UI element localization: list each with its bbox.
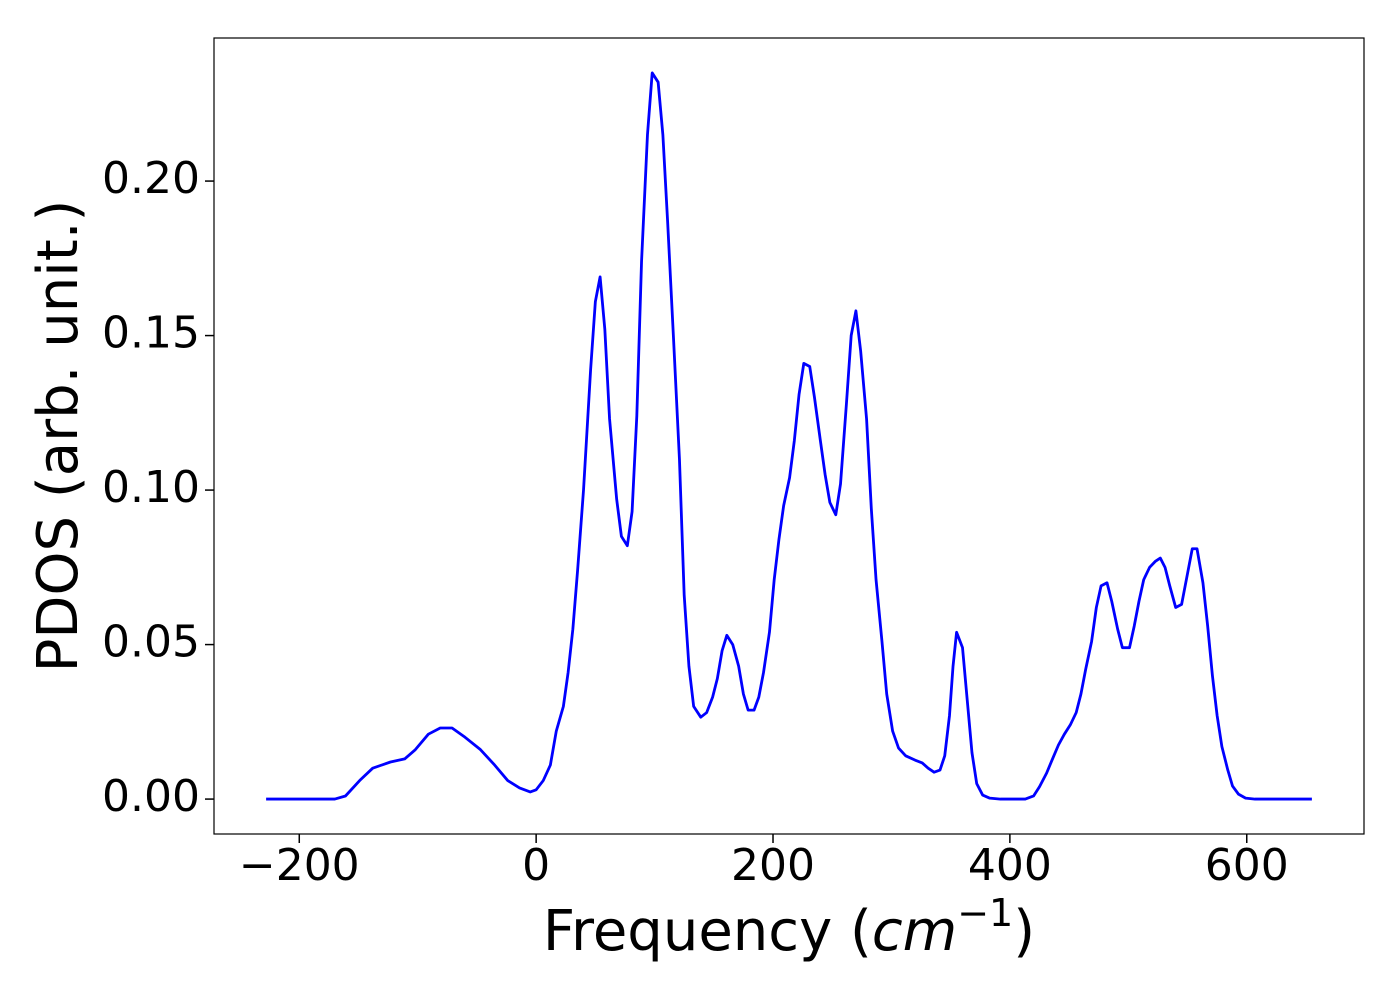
x-label-exponent: −1 — [957, 891, 1013, 935]
x-tick-label: 600 — [1205, 840, 1289, 891]
y-axis-label: PDOS (arb. unit.) — [26, 200, 91, 673]
x-tick-label: 200 — [731, 840, 815, 891]
x-label-unit: cm — [872, 899, 957, 964]
plot-frame — [213, 37, 1365, 835]
y-tick-label: 0.15 — [102, 308, 200, 359]
x-tick-label: 400 — [968, 840, 1052, 891]
x-label-text: Frequency ( — [543, 899, 872, 964]
x-tick-label: 0 — [522, 840, 550, 891]
y-tick-label: 0.05 — [102, 617, 200, 668]
y-tick-label: 0.00 — [102, 771, 200, 822]
y-tick-label: 0.10 — [102, 462, 200, 513]
x-axis-label: Frequency (cm−1) — [543, 891, 1035, 965]
y-tick-label: 0.20 — [102, 153, 200, 204]
x-label-text: ) — [1013, 899, 1035, 964]
x-tick-label: −200 — [239, 840, 360, 891]
line-series — [266, 71, 1312, 801]
